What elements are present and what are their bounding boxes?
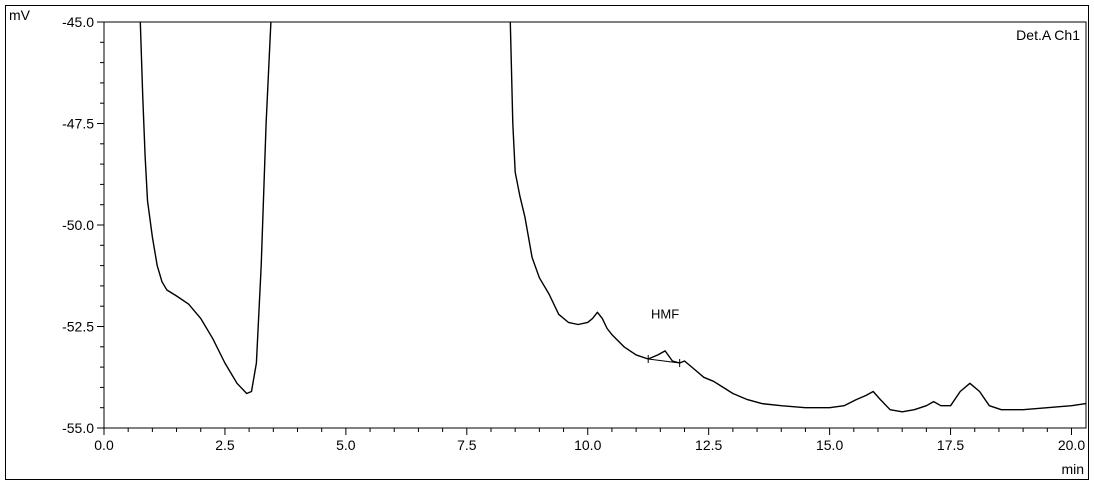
y-tick-label: -47.5: [62, 116, 94, 132]
trace-segment: [509, 21, 1087, 413]
x-tick-label: 10.0: [574, 437, 601, 453]
outer-frame: [5, 5, 1089, 480]
legend-channel-label: Det.A Ch1: [1016, 27, 1080, 43]
x-tick-label: 2.5: [215, 437, 235, 453]
y-tick-label: -50.0: [62, 217, 94, 233]
x-tick-label: 0.0: [94, 437, 114, 453]
minor-ticks: [100, 41, 1048, 432]
y-axis-unit-label: mV: [9, 7, 31, 23]
x-tick-label: 7.5: [457, 437, 477, 453]
trace-segment: [139, 21, 272, 395]
x-tick-label: 17.5: [937, 437, 964, 453]
x-tick-label: 15.0: [816, 437, 843, 453]
x-axis-unit-label: min: [1061, 461, 1084, 477]
y-tick-label: -45.0: [62, 14, 94, 30]
x-tick-label: 12.5: [695, 437, 722, 453]
y-tick-label: -55.0: [62, 420, 94, 436]
y-axis-ticks: -55.0 -52.5 -50.0 -47.5 -45.0: [62, 14, 104, 436]
x-axis-ticks: 0.0 2.5 5.0 7.5 10.0 12.5 15.0 17.5 20.0: [94, 428, 1085, 453]
hmf-baseline-line: [648, 358, 680, 364]
hmf-integration-baseline: [647, 354, 681, 368]
y-tick-label: -52.5: [62, 319, 94, 335]
peak-annotation-hmf: HMF: [651, 306, 679, 321]
x-tick-label: 20.0: [1058, 437, 1085, 453]
chromatogram-trace: [139, 21, 1087, 413]
x-tick-label: 5.0: [336, 437, 356, 453]
